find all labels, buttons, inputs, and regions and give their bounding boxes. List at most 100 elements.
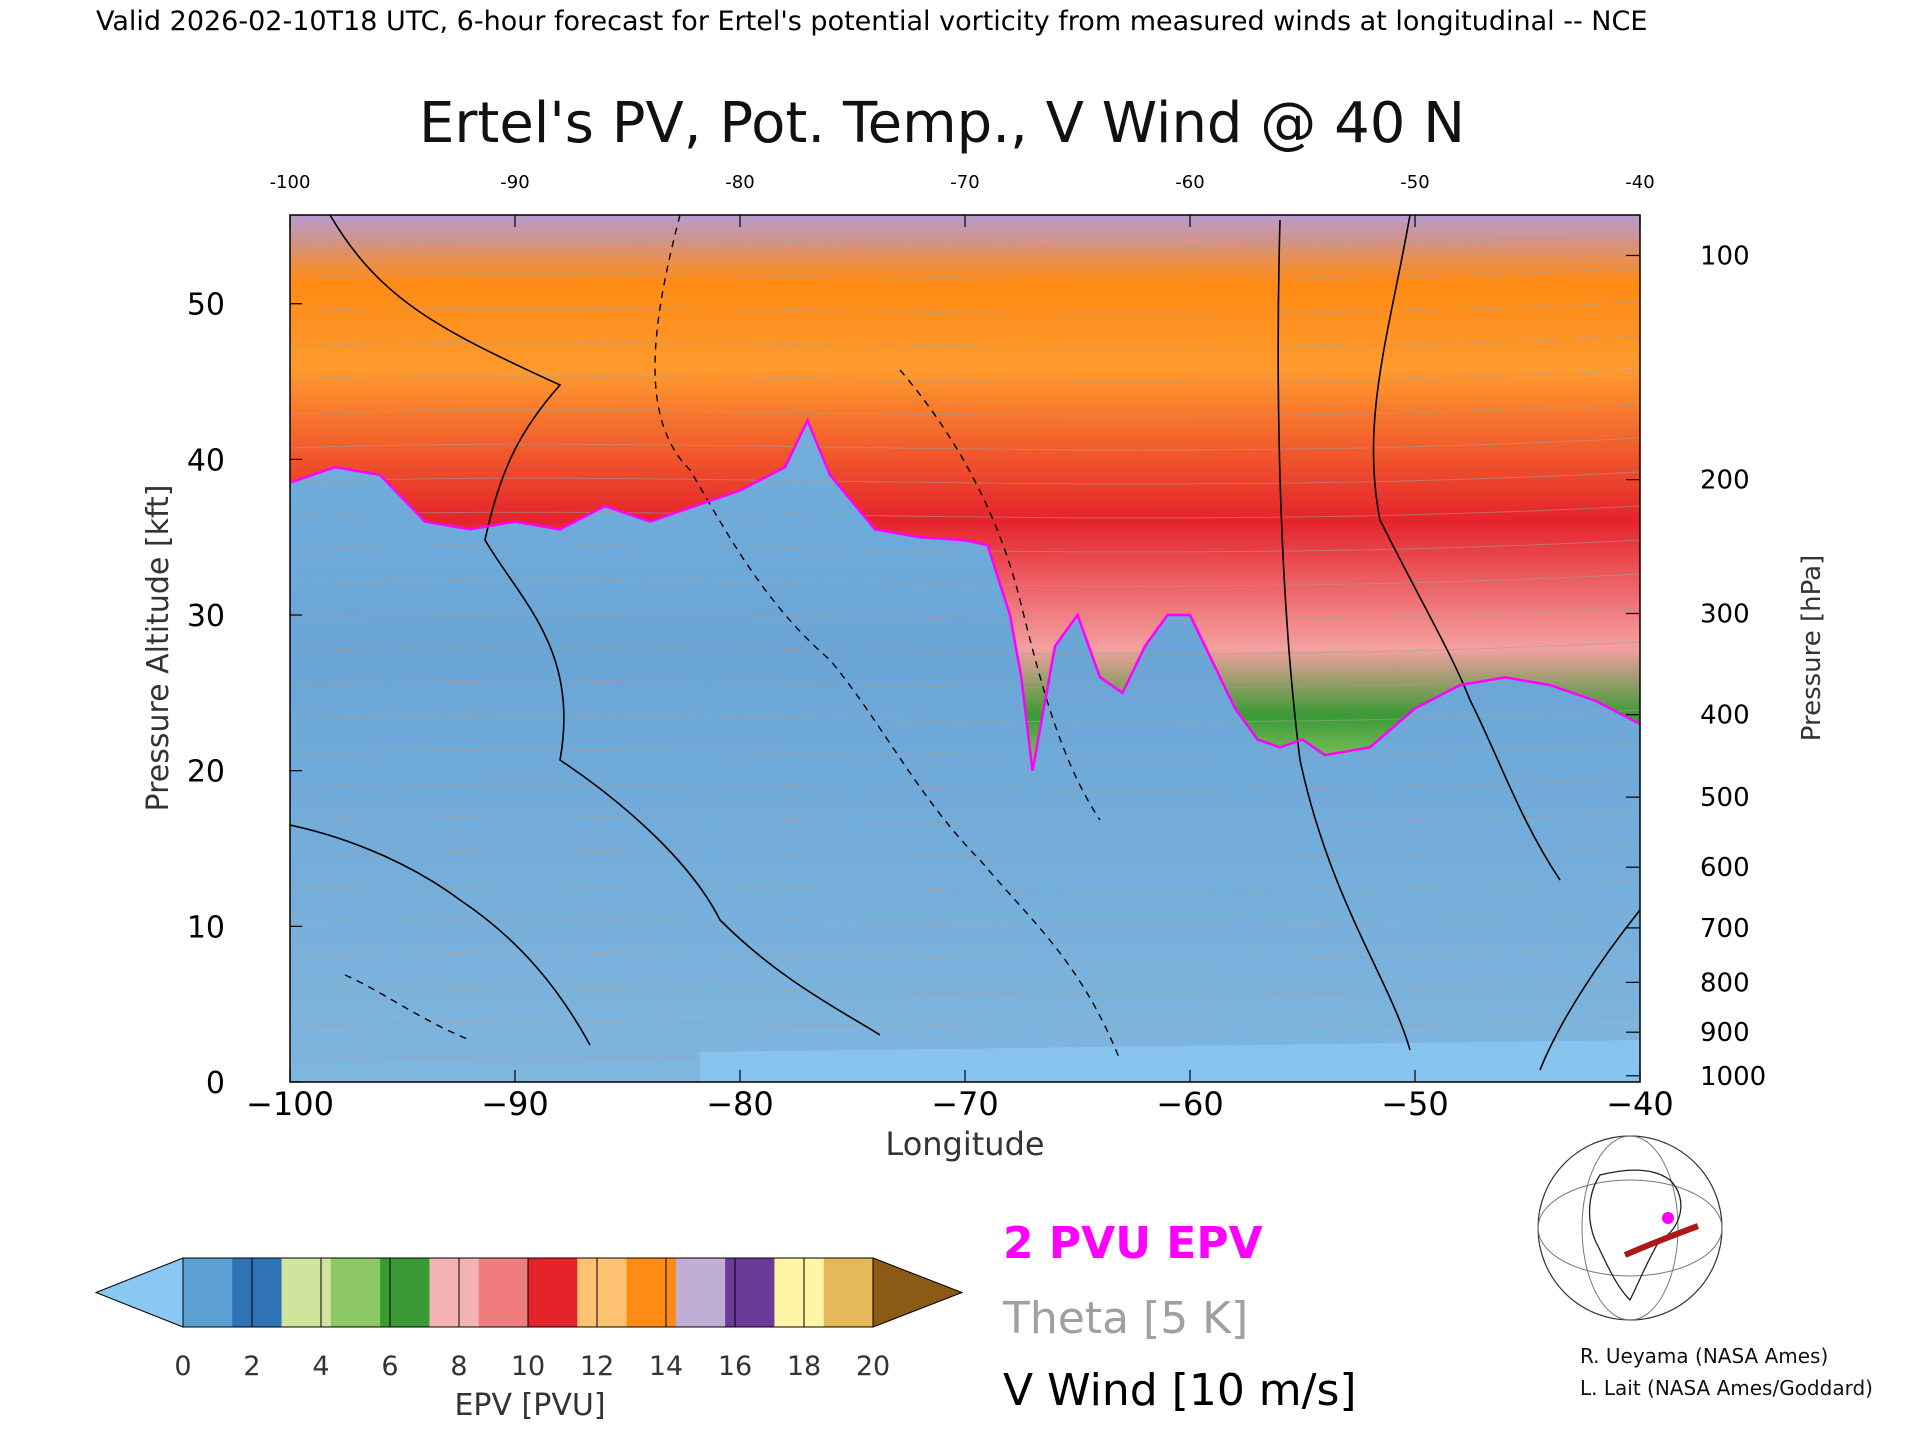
colorbar-tick-label: 14 [649,1351,683,1382]
legend-wind: V Wind [10 m/s] [1003,1365,1357,1416]
theta-contour [290,777,1640,791]
colorbar-tick-label: 2 [243,1351,260,1382]
colorbar-swatch [429,1258,480,1327]
x-tick-label-top: -100 [270,172,311,193]
wind-contour-far-east [1539,909,1640,1071]
colorbar-swatch [528,1258,578,1327]
negative-wind-contours [344,215,1121,1061]
wind-contours [290,215,1640,1071]
wind-contour-minus-ten-west [344,974,471,1041]
colorbar-swatch [725,1258,775,1327]
y-tick-label: 50 [187,288,225,323]
credit-line-1: R. Ueyama (NASA Ames) [1580,1344,1829,1368]
pressure-tick-label: 400 [1700,701,1750,731]
theta-contour [290,675,1640,689]
colorbar-swatch [478,1258,529,1327]
theta-contour [290,471,1640,485]
valid-time-header: Valid 2026-02-10T18 UTC, 6-hour forecast… [96,6,1647,37]
colorbar-swatch [330,1258,381,1327]
colorbar-tick-label: 8 [450,1351,467,1382]
y-tick-label: 40 [187,443,225,478]
theta-contour [290,573,1640,587]
colorbar-label: EPV [PVU] [454,1388,605,1423]
theta-contour [290,1015,1640,1029]
wind-contour-ten-east [1372,215,1561,881]
colorbar-swatch [380,1258,430,1327]
locator-map [1537,1135,1723,1321]
theta-contour [290,539,1640,553]
theta-contour [290,403,1640,417]
credits: R. Ueyama (NASA Ames) L. Lait (NASA Ames… [1580,1340,1873,1404]
credit-line-2: L. Lait (NASA Ames/Goddard) [1580,1376,1873,1400]
colorbar-swatch [281,1258,332,1327]
pressure-tick-label: 900 [1700,1018,1750,1048]
theta-contour [290,743,1640,757]
x-axis-label: Longitude [885,1125,1044,1163]
theta-contour [290,709,1640,723]
surface-layer [700,1040,1640,1082]
y-tick-label: 20 [187,755,225,790]
theta-contour [290,981,1640,995]
legend-theta: Theta [5 K] [1002,1293,1248,1344]
colorbar-swatch [183,1258,233,1327]
wind-contour-zero-central [329,215,881,1036]
theta-contour [290,437,1640,451]
colorbar: 0 2 4 6 8 10 12 14 16 18 20 [94,1257,964,1382]
pv-2pvu-contour [290,417,1640,771]
colorbar-tick-label: 4 [312,1351,329,1382]
theta-contour [290,267,1640,281]
x-tick-label-bottom: −60 [1156,1085,1224,1123]
theta-contour [290,913,1640,927]
wind-contour-zero-east [1277,219,1411,1051]
wind-contour-plus-ten [899,369,1101,821]
colorbar-tick-label: 18 [787,1351,821,1382]
y-tick-label: 0 [206,1066,225,1101]
x-tick-label-top: -70 [950,172,979,193]
y-tick-label: 30 [187,599,225,634]
pressure-tick-label: 600 [1700,853,1750,883]
colorbar-tick-label: 16 [718,1351,752,1382]
colorbar-swatch [774,1258,825,1327]
theta-contour [290,200,1640,212]
colorbar-tick-label: 20 [856,1351,890,1382]
x-tick-label-bottom: −100 [246,1085,334,1123]
theta-contour [290,607,1640,621]
pressure-tick-label: 500 [1700,783,1750,813]
x-tick-label-top: -40 [1625,172,1654,193]
colorbar-tick-label: 6 [381,1351,398,1382]
y-axis-label: Pressure Altitude [kft] [141,485,176,812]
pressure-tick-label: 700 [1700,914,1750,944]
x-tick-label-bottom: −50 [1381,1085,1449,1123]
x-tick-label-top: -90 [500,172,529,193]
chart-title: Ertel's PV, Pot. Temp., V Wind @ 40 N [419,91,1465,156]
colorbar-tick-label: 0 [174,1351,191,1382]
pressure-tick-label: 100 [1700,241,1750,271]
pressure-tick-label: 200 [1700,466,1750,496]
pressure-tick-label: 300 [1700,599,1750,629]
legend-pv: 2 PVU EPV [1003,1218,1263,1269]
pressure-tick-label: 800 [1700,968,1750,998]
y-tick-label: 10 [187,910,225,945]
theta-contour [290,233,1640,247]
theta-contour [290,301,1640,315]
pressure-tick-label: 1000 [1700,1062,1766,1092]
plot-area [290,200,1640,1082]
x-tick-label-top: -60 [1175,172,1204,193]
x-tick-label-bottom: −90 [481,1085,549,1123]
theta-contour [290,879,1640,893]
colorbar-swatch [232,1258,283,1327]
colorbar-swatch [577,1258,628,1327]
x-tick-label-bottom: −70 [931,1085,999,1123]
colorbar-swatch [675,1258,726,1327]
colorbar-tick-label: 10 [511,1351,545,1382]
x-tick-label-top: -50 [1400,172,1429,193]
theta-contour [290,947,1640,961]
wind-contour-zero-west [290,824,591,1046]
x-tick-label-bottom: −40 [1606,1085,1674,1123]
colorbar-swatch [626,1258,677,1327]
stratosphere-field [290,215,1640,771]
theta-contour [290,811,1640,825]
colorbar-tick-label: 12 [580,1351,614,1382]
x-tick-label-bottom: −80 [706,1085,774,1123]
